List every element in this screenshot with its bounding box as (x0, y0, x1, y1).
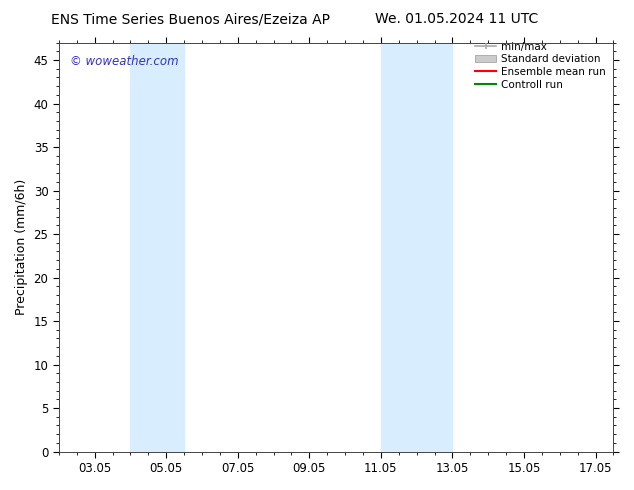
Bar (131, 43, 184, 452)
Y-axis label: Precipitation (mm/6h): Precipitation (mm/6h) (15, 179, 28, 315)
Legend: min/max, Standard deviation, Ensemble mean run, Controll run: min/max, Standard deviation, Ensemble me… (473, 40, 608, 92)
Text: ENS Time Series Buenos Aires/Ezeiza AP: ENS Time Series Buenos Aires/Ezeiza AP (51, 12, 330, 26)
Bar (381, 43, 453, 452)
Text: We. 01.05.2024 11 UTC: We. 01.05.2024 11 UTC (375, 12, 538, 26)
Text: © woweather.com: © woweather.com (70, 55, 179, 68)
